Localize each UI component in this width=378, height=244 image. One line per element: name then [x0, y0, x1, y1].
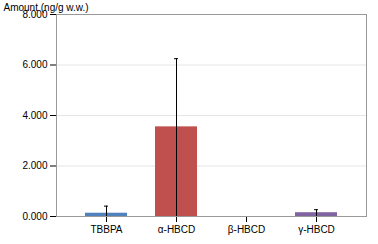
svg-text:2.000: 2.000: [22, 160, 47, 171]
svg-text:0.000: 0.000: [22, 211, 47, 222]
svg-text:8.000: 8.000: [22, 8, 48, 20]
svg-text:Amount (ng/g w.w.): Amount (ng/g w.w.): [4, 2, 89, 13]
svg-text:6.000: 6.000: [22, 59, 47, 70]
svg-text:TBBPA: TBBPA: [90, 224, 122, 235]
svg-text:4.000: 4.000: [22, 110, 47, 121]
svg-text:β-HBCD: β-HBCD: [228, 224, 265, 235]
svg-text:α-HBCD: α-HBCD: [158, 224, 195, 235]
svg-text:γ-HBCD: γ-HBCD: [298, 224, 335, 235]
